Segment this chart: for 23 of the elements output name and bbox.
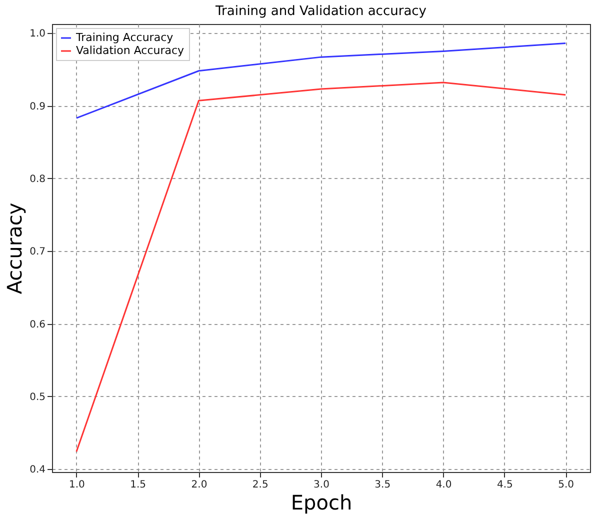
line-series [76, 42, 566, 119]
y-tick-label: 0.7 [30, 246, 46, 258]
x-tick-label: 3.0 [314, 480, 330, 490]
y-axis-title: Accuracy [2, 202, 27, 294]
x-tick-label: 2.0 [191, 480, 208, 490]
y-tick-label: 1.0 [30, 28, 46, 40]
x-tick-label: 4.0 [436, 480, 452, 490]
x-tick-label: 1.5 [130, 480, 146, 490]
y-tick-label: 0.5 [30, 392, 46, 403]
chart-title: Training and Validation accuracy [214, 4, 427, 19]
x-tick-label: 1.0 [69, 480, 85, 490]
x-tick-label: 3.5 [374, 480, 391, 490]
y-tick-label: 0.9 [30, 101, 46, 112]
x-tick-label: 4.5 [496, 480, 513, 490]
y-tick-label: 0.8 [30, 174, 46, 185]
x-axis-title: Epoch [290, 490, 352, 514]
y-tick-label: 0.6 [30, 319, 46, 330]
y-tick-label: 0.4 [30, 464, 46, 476]
line-series [76, 82, 566, 452]
x-tick-label: 5.0 [558, 480, 574, 490]
x-tick-label: 2.5 [252, 480, 268, 490]
legend-label: Validation Accuracy [76, 44, 185, 57]
legend-label: Training Accuracy [75, 31, 174, 44]
